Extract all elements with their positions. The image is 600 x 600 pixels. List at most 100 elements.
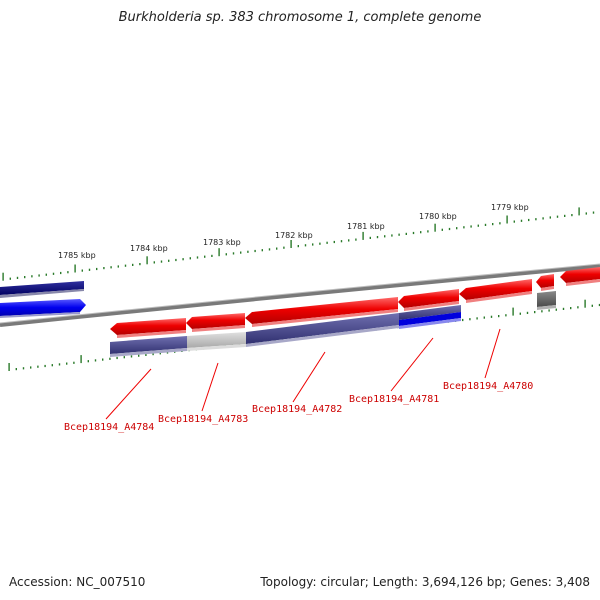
gene-label-a4781[interactable]: Bcep18194_A4781 [349, 394, 439, 405]
forward-genes-shadow [117, 279, 600, 338]
minor-tick [81, 269, 83, 272]
gene-label-a4782[interactable]: Bcep18194_A4782 [252, 404, 342, 415]
minor-tick [528, 218, 530, 222]
tick-label-1783: 1783 kbp [203, 238, 241, 247]
minor-tick [535, 218, 537, 221]
minor-tick [384, 235, 386, 238]
minor-tick [160, 260, 163, 263]
minor-tick [38, 274, 40, 277]
feature-dark-small[interactable] [537, 291, 556, 307]
minor-tick [87, 360, 89, 363]
minor-tick [240, 251, 242, 254]
map-title: Burkholderia sp. 383 chromosome 1, compl… [118, 10, 482, 25]
minor-tick [312, 243, 314, 246]
minor-tick [348, 239, 350, 242]
minor-tick [132, 263, 134, 266]
minor-tick [326, 241, 328, 244]
tick-label-1781: 1781 kbp [347, 222, 385, 231]
gene-navy-left[interactable] [0, 281, 84, 295]
gene-arrow-a4781[interactable] [398, 289, 459, 308]
minor-tick [420, 231, 422, 234]
minor-tick [117, 265, 119, 268]
major-tick [506, 215, 508, 224]
minor-tick [283, 246, 285, 249]
major-tick [8, 363, 10, 371]
minor-tick [412, 231, 415, 235]
minor-tick [498, 315, 500, 318]
minor-tick [51, 364, 53, 367]
label-leader-lines [105, 328, 501, 420]
minor-tick [73, 361, 75, 364]
gene-arrow-a4780[interactable] [459, 279, 532, 300]
minor-tick [477, 224, 479, 227]
minor-tick [94, 359, 97, 362]
minor-tick [116, 356, 118, 360]
minor-tick [570, 307, 572, 310]
minor-tick [469, 318, 471, 321]
minor-tick [376, 236, 379, 239]
minor-tick [319, 242, 321, 245]
minor-tick [463, 226, 465, 229]
minor-tick [58, 363, 61, 366]
minor-tick [159, 352, 161, 355]
minor-tick [276, 247, 278, 250]
feature-a4781-blue[interactable] [399, 312, 461, 326]
minor-tick [9, 277, 11, 280]
minor-tick [204, 255, 206, 258]
minor-tick [211, 254, 213, 257]
minor-tick [109, 357, 111, 360]
minor-tick [110, 266, 112, 269]
gene-blue-left[interactable] [0, 299, 86, 316]
minor-tick [254, 249, 256, 253]
minor-tick [369, 236, 371, 239]
minor-tick [571, 214, 573, 217]
minor-tick [31, 275, 33, 278]
gene-arrow-a4782[interactable] [245, 297, 398, 324]
major-tick [362, 231, 364, 240]
gene-label-a4780[interactable]: Bcep18194_A4780 [443, 381, 533, 392]
gene-arrow-a4784[interactable] [110, 318, 186, 335]
minor-tick [196, 256, 199, 259]
gene-arrow-right-edge[interactable] [560, 267, 600, 283]
tick-label-1785: 1785 kbp [58, 251, 96, 260]
minor-tick [484, 223, 487, 226]
minor-tick [24, 276, 26, 279]
minor-tick [232, 252, 235, 255]
minor-tick [562, 307, 565, 310]
kbp-labels: 1785 kbp 1784 kbp 1783 kbp 1782 kbp 1781… [58, 203, 529, 260]
minor-tick [16, 276, 19, 279]
feature-a4783[interactable] [187, 332, 246, 348]
major-tick [290, 240, 292, 248]
gene-label-a4784[interactable]: Bcep18194_A4784 [64, 422, 154, 433]
major-tick [2, 272, 4, 281]
minor-tick [456, 227, 458, 230]
gene-arrow-a4783[interactable] [186, 313, 245, 329]
minor-tick [88, 268, 91, 271]
minor-tick [427, 230, 429, 233]
feature-a4781-top[interactable] [399, 305, 461, 320]
minor-tick [591, 304, 593, 307]
minor-tick [123, 356, 125, 359]
minor-tick [520, 219, 523, 222]
minor-tick [130, 355, 133, 358]
major-tick [434, 223, 436, 232]
minor-tick [22, 367, 25, 370]
minor-tick [261, 249, 263, 252]
minor-tick [441, 228, 443, 231]
feature-a4782[interactable] [246, 313, 399, 344]
tick-label-1784: 1784 kbp [130, 244, 168, 253]
minor-tick [60, 271, 62, 275]
minor-tick [37, 365, 39, 368]
minor-tick [598, 303, 600, 307]
tick-label-1782: 1782 kbp [275, 231, 313, 240]
minor-tick [333, 240, 335, 244]
minor-tick [499, 222, 501, 225]
gene-blue-left-shadow [0, 312, 80, 318]
tick-label-1780: 1780 kbp [419, 212, 457, 221]
gene-arrow-small[interactable] [536, 274, 554, 288]
major-tick [80, 355, 82, 364]
feature-track-shadow [110, 305, 556, 357]
major-tick [74, 264, 76, 273]
gene-label-a4783[interactable]: Bcep18194_A4783 [158, 414, 248, 425]
